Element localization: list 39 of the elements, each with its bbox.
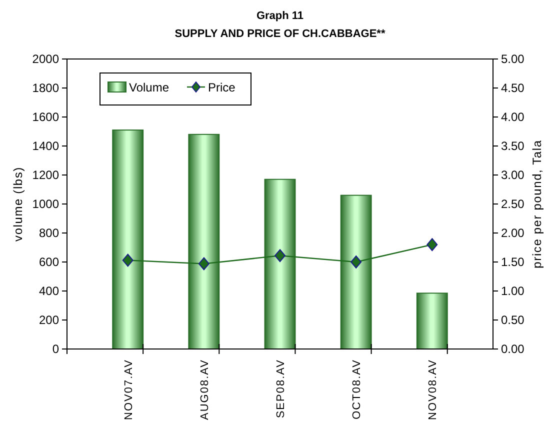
y2-tick-label: 1.00: [501, 284, 525, 298]
y-tick-label: 0: [52, 342, 60, 356]
point: [198, 257, 210, 270]
y-tick-label: 1600: [32, 110, 60, 124]
x-tick-label: NOV07.AV: [122, 359, 135, 420]
chart-title: Graph 11: [256, 10, 304, 22]
point: [350, 256, 362, 268]
legend-label: Volume: [129, 80, 170, 94]
y-tick-label: 800: [38, 226, 60, 240]
bar: [416, 292, 448, 350]
y2-tick-label: 2.50: [501, 197, 525, 211]
y-tick-label: 1000: [32, 197, 60, 211]
y2-tick-label: 1.50: [501, 255, 525, 269]
y-tick-label: 1400: [32, 139, 60, 153]
point: [122, 254, 134, 267]
y2-tick-label: 3.50: [501, 139, 525, 153]
legend-label: Price: [208, 80, 236, 94]
y-tick-label: 400: [38, 284, 60, 298]
x-tick-label: NOV08.AV: [427, 359, 440, 420]
y2-tick-label: 0.50: [501, 313, 525, 327]
y2-tick-label: 4.50: [501, 81, 525, 95]
y2-tick-label: 3.00: [501, 168, 525, 182]
y2-axis-title: price per pound, Tala: [530, 140, 544, 268]
x-tick-label: SEP08.AV: [275, 359, 287, 418]
y-tick-label: 600: [38, 255, 60, 269]
y2-tick-label: 4.00: [501, 110, 525, 124]
y2-tick-label: 5.00: [501, 52, 525, 66]
y-tick-label: 2000: [32, 52, 60, 66]
x-tick-label: OCT08.AV: [351, 359, 364, 420]
y-tick-label: 1800: [32, 81, 60, 95]
y-tick-label: 200: [38, 313, 60, 327]
y-axis-title: volume (lbs): [11, 166, 25, 242]
chart-subtitle: SUPPLY AND PRICE OF CH.CABBAGE**: [174, 28, 386, 40]
y-tick-label: 1200: [32, 168, 60, 182]
y2-tick-label: 2.00: [501, 226, 525, 240]
point: [426, 238, 438, 252]
x-tick-label: AUG08.AV: [198, 359, 211, 420]
point: [274, 249, 286, 262]
y2-tick-label: 0.00: [501, 342, 525, 356]
